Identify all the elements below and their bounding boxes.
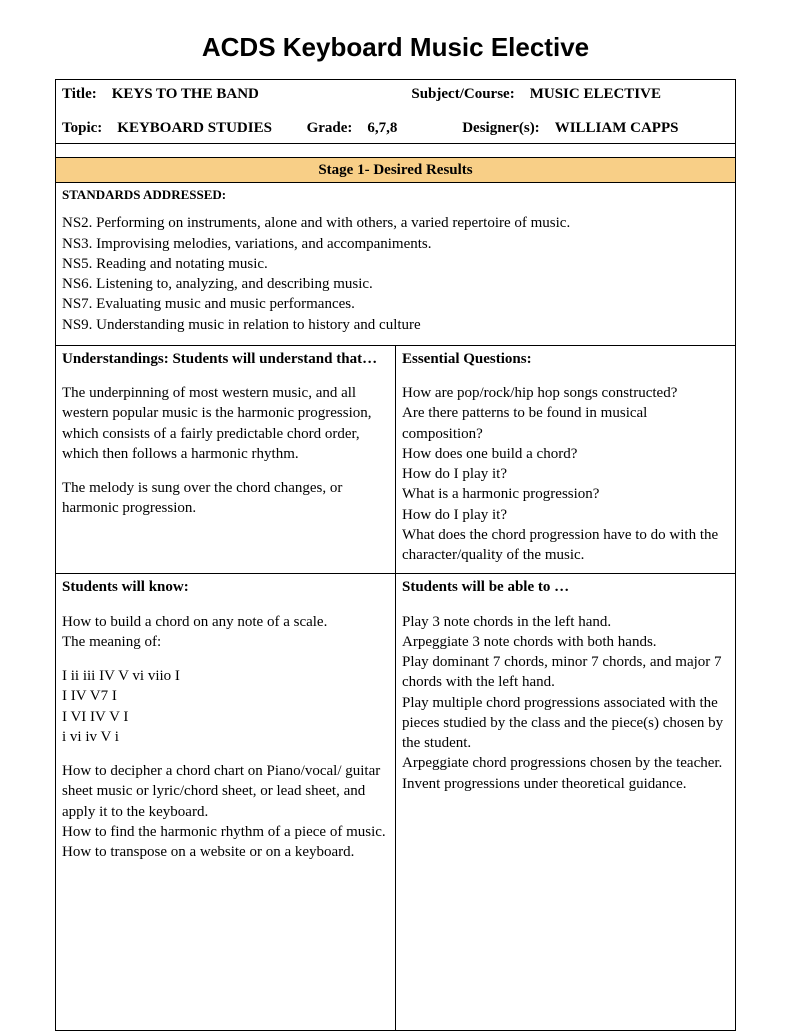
- understandings-row: Understandings: Students will understand…: [56, 346, 735, 575]
- grade-cell: Grade: 6,7,8: [307, 118, 463, 138]
- understandings-para: The melody is sung over the chord change…: [62, 478, 389, 519]
- title-cell: Title: KEYS TO THE BAND: [62, 84, 411, 104]
- eq-line: What does the chord progression have to …: [402, 525, 729, 566]
- able-line: Play dominant 7 chords, minor 7 chords, …: [402, 652, 729, 693]
- stage-header: Stage 1- Desired Results: [56, 158, 735, 183]
- grade-value: 6,7,8: [367, 120, 397, 136]
- eq-line: How does one build a chord?: [402, 444, 729, 464]
- standard-item: NS6. Listening to, analyzing, and descri…: [62, 274, 729, 294]
- understandings-cell: Understandings: Students will understand…: [56, 346, 396, 574]
- topic-cell: Topic: KEYBOARD STUDIES: [62, 118, 307, 138]
- grade-label: Grade:: [307, 120, 353, 136]
- designer-label: Designer(s):: [462, 120, 539, 136]
- understandings-para: The underpinning of most western music, …: [62, 383, 389, 464]
- eq-line: How are pop/rock/hip hop songs construct…: [402, 383, 729, 403]
- standard-item: NS5. Reading and notating music.: [62, 254, 729, 274]
- know-title: Students will know:: [62, 577, 389, 597]
- subject-cell: Subject/Course: MUSIC ELECTIVE: [411, 84, 729, 104]
- lesson-plan-table: Title: KEYS TO THE BAND Subject/Course: …: [55, 79, 736, 1031]
- title-label: Title:: [62, 86, 97, 102]
- standards-cell: STANDARDS ADDRESSED: NS2. Performing on …: [56, 183, 735, 346]
- progression-line: i vi iv V i: [62, 727, 389, 747]
- essential-questions-cell: Essential Questions: How are pop/rock/hi…: [396, 346, 735, 574]
- eq-line: What is a harmonic progression?: [402, 484, 729, 504]
- know-able-row: Students will know: How to build a chord…: [56, 574, 735, 1030]
- standards-list: NS2. Performing on instruments, alone an…: [62, 213, 729, 335]
- topic-label: Topic:: [62, 120, 102, 136]
- eq-line: Are there patterns to be found in musica…: [402, 403, 729, 444]
- progression-line: I IV V7 I: [62, 686, 389, 706]
- know-line: How to decipher a chord chart on Piano/v…: [62, 761, 389, 822]
- eq-line: How do I play it?: [402, 464, 729, 484]
- know-cell: Students will know: How to build a chord…: [56, 574, 396, 1030]
- able-line: Invent progressions under theoretical gu…: [402, 774, 729, 794]
- header-row-1: Title: KEYS TO THE BAND Subject/Course: …: [56, 80, 735, 106]
- essential-questions-title: Essential Questions:: [402, 349, 729, 369]
- page-title: ACDS Keyboard Music Elective: [55, 30, 736, 65]
- know-line: How to transpose on a website or on a ke…: [62, 842, 389, 862]
- subject-label: Subject/Course:: [411, 86, 514, 102]
- eq-line: How do I play it?: [402, 505, 729, 525]
- progression-line: I ii iii IV V vi viio I: [62, 666, 389, 686]
- designer-cell: Designer(s): WILLIAM CAPPS: [462, 118, 729, 138]
- able-line: Play 3 note chords in the left hand.: [402, 612, 729, 632]
- subject-value: MUSIC ELECTIVE: [530, 86, 661, 102]
- able-line: Play multiple chord progressions associa…: [402, 693, 729, 754]
- designer-value: WILLIAM CAPPS: [555, 120, 679, 136]
- know-line: The meaning of:: [62, 632, 389, 652]
- header-row-2: Topic: KEYBOARD STUDIES Grade: 6,7,8 Des…: [56, 106, 735, 143]
- standard-item: NS2. Performing on instruments, alone an…: [62, 213, 729, 233]
- able-line: Arpeggiate chord progressions chosen by …: [402, 753, 729, 773]
- gap-row: [56, 144, 735, 158]
- know-line: How to build a chord on any note of a sc…: [62, 612, 389, 632]
- able-title: Students will be able to …: [402, 577, 729, 597]
- know-line: How to find the harmonic rhythm of a pie…: [62, 822, 389, 842]
- standards-label: STANDARDS ADDRESSED:: [62, 186, 729, 204]
- able-line: Arpeggiate 3 note chords with both hands…: [402, 632, 729, 652]
- standard-item: NS7. Evaluating music and music performa…: [62, 294, 729, 314]
- title-value: KEYS TO THE BAND: [112, 86, 259, 102]
- topic-value: KEYBOARD STUDIES: [117, 120, 272, 136]
- standard-item: NS3. Improvising melodies, variations, a…: [62, 234, 729, 254]
- able-cell: Students will be able to … Play 3 note c…: [396, 574, 735, 1030]
- understandings-title: Understandings: Students will understand…: [62, 349, 389, 369]
- progression-line: I VI IV V I: [62, 707, 389, 727]
- standard-item: NS9. Understanding music in relation to …: [62, 315, 729, 335]
